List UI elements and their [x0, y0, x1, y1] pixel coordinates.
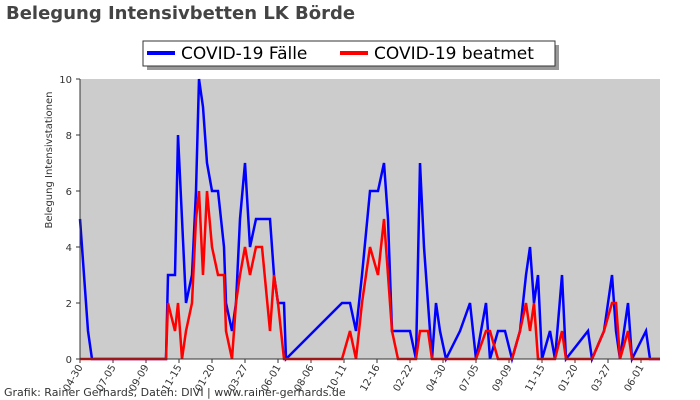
- x-tick-label: 07-05: [458, 363, 482, 394]
- y-tick-label: 10: [59, 75, 72, 86]
- series-line: [80, 190, 660, 361]
- legend-label: COVID-19 beatmet: [374, 44, 534, 64]
- x-tick-label: 12-16: [359, 363, 383, 394]
- y-tick-label: 6: [66, 187, 72, 198]
- y-axis-label: Belegung Intensivstationen: [44, 91, 55, 228]
- series-line: [78, 78, 660, 364]
- x-tick-label: 10-11: [326, 363, 350, 394]
- y-tick-label: 4: [66, 243, 72, 254]
- x-tick-label: 04-30: [425, 363, 449, 394]
- y-tick-label: 8: [66, 131, 72, 142]
- x-tick-label: 11-15: [524, 363, 548, 394]
- y-tick-label: 2: [66, 299, 72, 310]
- legend-label: COVID-19 Fälle: [181, 44, 307, 64]
- x-tick-label: 03-27: [590, 363, 614, 394]
- x-tick-label: 01-20: [557, 363, 581, 394]
- x-tick-label: 06-01: [623, 363, 647, 394]
- footer: Grafik: Rainer Gerhards, Daten: DIVI | w…: [4, 386, 346, 399]
- chart-title: Belegung Intensivbetten LK Börde: [6, 3, 355, 24]
- y-tick-label: 0: [66, 355, 72, 366]
- x-tick-label: 02-22: [392, 363, 416, 394]
- x-tick-label: 09-09: [491, 363, 515, 394]
